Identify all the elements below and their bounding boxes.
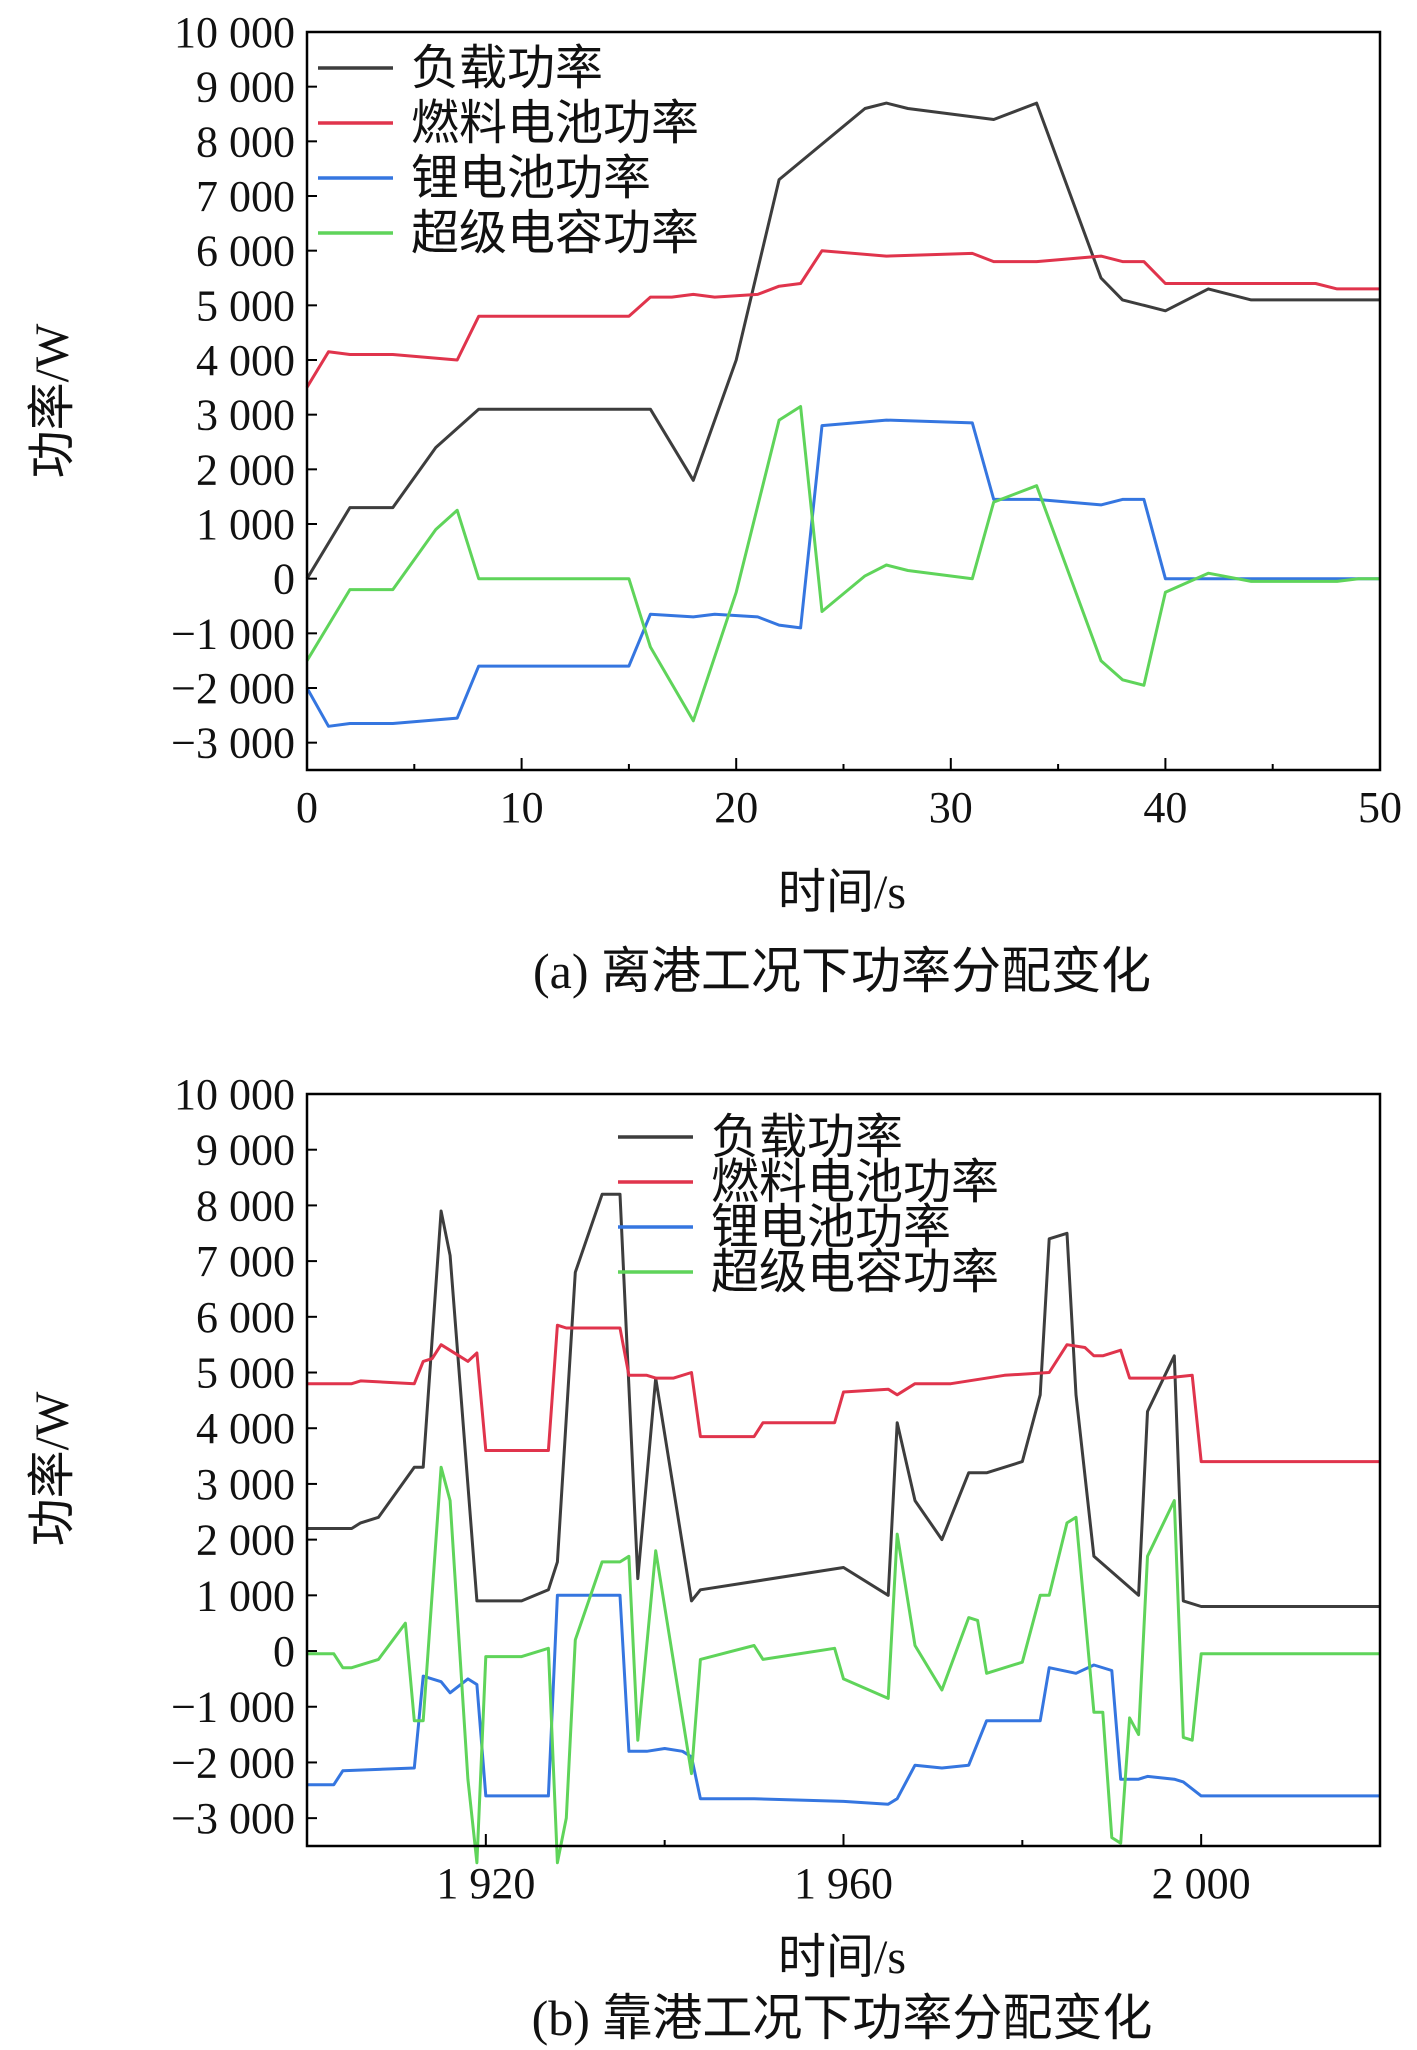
chart-b-legend-label-2: 锂电池功率 (711, 1201, 951, 1254)
chart-a-series (305, 101, 1380, 728)
chart-a-y-tick-label: 10 000 (174, 8, 295, 57)
chart-b-legend-label-1: 燃料电池功率 (711, 1156, 999, 1209)
chart-a-series-line-2 (305, 418, 1380, 728)
chart-a-x-tick-label: 40 (1143, 783, 1187, 832)
chart-a-x-axis: 0 10 20 30 40 50 (296, 758, 1402, 832)
chart-b-y-tick-label: 5 000 (196, 1349, 295, 1398)
chart-a-y-axis: −3 000 −2 000 −1 000 0 1 000 2 000 3 000 4 000 5… (171, 8, 317, 768)
chart-b-y-tick-label: 7 000 (196, 1237, 295, 1286)
chart-a-y-tick-label: 9 000 (196, 63, 295, 112)
chart-b-y-tick-label: 10 000 (174, 1070, 295, 1119)
chart-b-series-line-2 (307, 1593, 1380, 1806)
chart-b-y-tick-label: 9 000 (196, 1126, 295, 1175)
chart-b-series-line-1 (307, 1323, 1380, 1464)
chart-a-x-tick-label: 0 (296, 783, 318, 832)
chart-b-legend-label-3: 超级电容功率 (711, 1246, 999, 1299)
chart-b-caption: (b) 靠港工况下功率分配变化 (532, 1990, 1153, 2046)
chart-a-y-tick-label: 8 000 (196, 117, 295, 166)
chart-a-xlabel: 时间/s (778, 866, 906, 919)
chart-b-y-tick-label: −2 000 (171, 1738, 295, 1787)
chart-b-legend-label-0: 负载功率 (711, 1111, 903, 1164)
chart-b-xlabel: 时间/s (778, 1931, 906, 1984)
chart-a-y-tick-label: −3 000 (171, 719, 295, 768)
chart-a-legend-label-1: 燃料电池功率 (411, 97, 699, 150)
chart-a-x-tick-label: 30 (929, 783, 973, 832)
chart-a-series-line-3 (305, 405, 1380, 723)
chart-b-x-tick-label: 2 000 (1152, 1859, 1251, 1908)
chart-b-y-tick-label: −1 000 (171, 1683, 295, 1732)
chart-b-x-axis: 1 920 1 960 2 000 (306, 1834, 1381, 1908)
chart-a-legend-label-0: 负载功率 (411, 42, 603, 95)
chart-a-y-tick-label: 4 000 (196, 336, 295, 385)
chart-a-y-tick-label: 6 000 (196, 227, 295, 276)
chart-a-y-tick-label: 2 000 (196, 445, 295, 494)
chart-a-series-line-1 (305, 249, 1380, 389)
chart-b-ylabel: 功率/W (26, 1391, 79, 1546)
chart-b-series-line-3 (307, 1465, 1380, 1865)
chart-a-legend-label-2: 锂电池功率 (411, 152, 651, 205)
chart-a-series-line-0 (305, 101, 1380, 580)
chart-a: −3 000 −2 000 −1 000 0 1 000 2 000 3 000 4 000 5… (26, 8, 1402, 999)
chart-a-ylabel: 功率/W (26, 323, 79, 478)
chart-b-y-axis: −3 000 −2 000 −1 000 0 1 000 2 000 3 000 4 000 5… (171, 1070, 317, 1843)
chart-b-x-tick-label: 1 920 (436, 1859, 535, 1908)
chart-b-y-tick-label: 2 000 (196, 1516, 295, 1565)
chart-a-y-tick-label: 7 000 (196, 172, 295, 221)
chart-a-x-tick-label: 50 (1358, 783, 1402, 832)
chart-b-y-tick-label: 6 000 (196, 1293, 295, 1342)
chart-b-y-tick-label: 1 000 (196, 1571, 295, 1620)
chart-a-caption: (a) 离港工况下功率分配变化 (533, 943, 1151, 999)
chart-b-series-line-0 (307, 1192, 1380, 1608)
chart-a-legend-label-3: 超级电容功率 (411, 207, 699, 260)
chart-b-y-tick-label: −3 000 (171, 1794, 295, 1843)
chart-a-y-tick-label: −2 000 (171, 664, 295, 713)
chart-b-series (307, 1192, 1380, 1865)
chart-b: −3 000 −2 000 −1 000 0 1 000 2 000 3 000 4 000 5… (26, 1070, 1382, 2046)
chart-a-y-tick-label: 1 000 (196, 500, 295, 549)
chart-b-y-tick-label: 0 (273, 1627, 295, 1676)
chart-b-y-tick-label: 8 000 (196, 1181, 295, 1230)
chart-a-y-tick-label: 0 (273, 555, 295, 604)
chart-a-x-tick-label: 10 (500, 783, 544, 832)
chart-a-y-tick-label: 5 000 (196, 281, 295, 330)
chart-b-y-tick-label: 4 000 (196, 1404, 295, 1453)
chart-a-y-tick-label: 3 000 (196, 391, 295, 440)
chart-a-y-tick-label: −1 000 (171, 609, 295, 658)
chart-b-y-tick-label: 3 000 (196, 1460, 295, 1509)
chart-b-x-tick-label: 1 960 (794, 1859, 893, 1908)
chart-a-x-tick-label: 20 (714, 783, 758, 832)
